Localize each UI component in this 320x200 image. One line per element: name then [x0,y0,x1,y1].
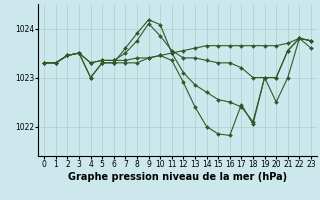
X-axis label: Graphe pression niveau de la mer (hPa): Graphe pression niveau de la mer (hPa) [68,172,287,182]
